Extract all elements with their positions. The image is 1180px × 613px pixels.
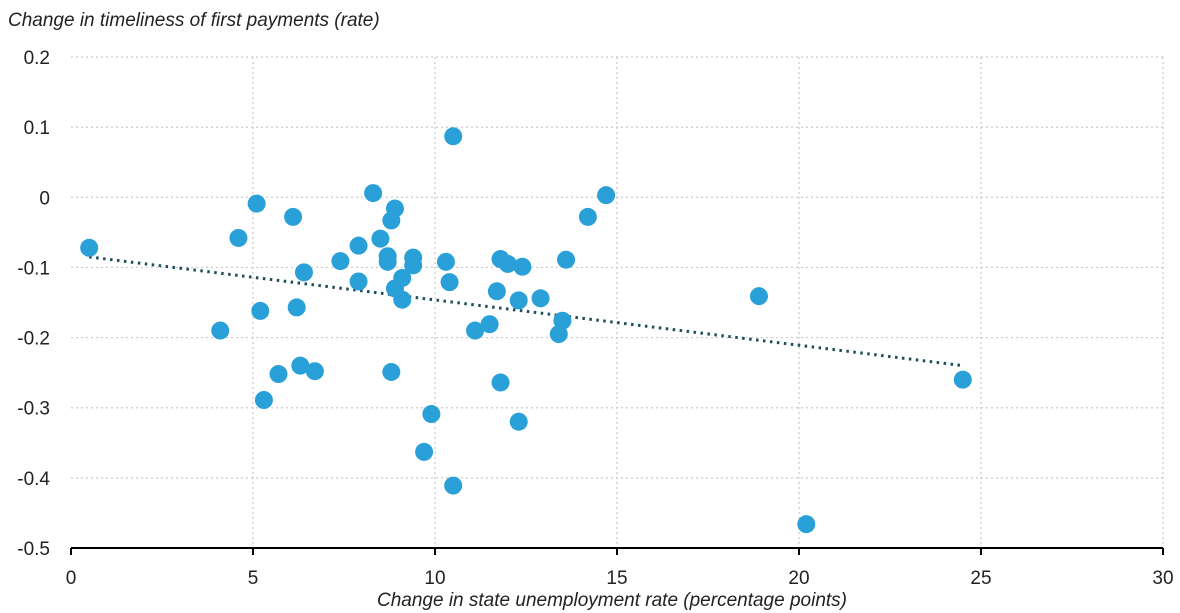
x-tick-label: 10 — [424, 568, 445, 589]
data-point — [294, 263, 313, 282]
y-tick-label: -0.1 — [17, 258, 50, 279]
y-tick-label: -0.2 — [17, 329, 50, 350]
data-point — [953, 370, 972, 389]
x-tick-label: 30 — [1152, 568, 1173, 589]
data-point — [491, 373, 510, 392]
data-point — [749, 287, 768, 306]
y-tick-label: -0.4 — [17, 469, 50, 490]
data-point — [509, 291, 528, 310]
data-point — [578, 207, 597, 226]
data-point — [211, 321, 230, 340]
x-axis-title: Change in state unemployment rate (perce… — [377, 590, 847, 611]
x-tick-label: 0 — [66, 568, 77, 589]
data-point — [331, 252, 350, 271]
y-tick-label: -0.3 — [17, 399, 50, 420]
data-point — [513, 257, 532, 276]
data-point — [364, 184, 383, 203]
data-point — [393, 268, 412, 287]
data-point — [498, 254, 517, 273]
x-tick-label: 20 — [788, 568, 809, 589]
data-point — [404, 256, 423, 275]
data-point — [436, 252, 455, 271]
data-point — [284, 207, 303, 226]
data-point — [371, 229, 390, 248]
data-point — [557, 250, 576, 269]
data-point — [415, 442, 434, 461]
data-point — [440, 273, 459, 292]
x-tick-label: 15 — [606, 568, 627, 589]
data-point — [393, 290, 412, 309]
data-point — [254, 390, 273, 409]
y-tick-label: 0.1 — [24, 118, 50, 139]
data-point — [378, 252, 397, 271]
data-point — [382, 362, 401, 381]
x-tick-label: 5 — [248, 568, 259, 589]
data-point — [466, 321, 485, 340]
data-point — [480, 315, 499, 334]
data-point — [444, 127, 463, 146]
y-axis-ticks: 0.2 0.1 0 -0.1 -0.2 -0.3 -0.4 -0.5 — [17, 48, 50, 560]
data-point — [444, 476, 463, 495]
data-point — [349, 272, 368, 291]
data-point — [531, 289, 550, 308]
x-axis-ticks: 0 5 10 15 20 25 30 — [66, 548, 1174, 589]
data-point — [597, 186, 616, 205]
data-point — [251, 301, 270, 320]
data-point — [291, 356, 310, 375]
gridlines — [71, 56, 1164, 548]
y-tick-label: 0.2 — [24, 48, 50, 69]
data-point — [385, 199, 404, 218]
data-points — [80, 127, 972, 534]
data-point — [509, 412, 528, 431]
data-point — [269, 365, 288, 384]
data-point — [80, 238, 99, 257]
data-point — [797, 515, 816, 534]
data-point — [422, 405, 441, 424]
data-point — [229, 228, 248, 247]
data-point — [553, 311, 572, 330]
data-point — [287, 298, 306, 317]
y-axis-title: Change in timeliness of first payments (… — [8, 10, 380, 31]
data-point — [247, 194, 266, 213]
y-tick-label: -0.5 — [17, 539, 50, 560]
x-tick-label: 25 — [970, 568, 991, 589]
data-point — [305, 362, 324, 381]
y-tick-label: 0 — [39, 188, 50, 209]
data-point — [349, 236, 368, 255]
data-point — [487, 282, 506, 301]
